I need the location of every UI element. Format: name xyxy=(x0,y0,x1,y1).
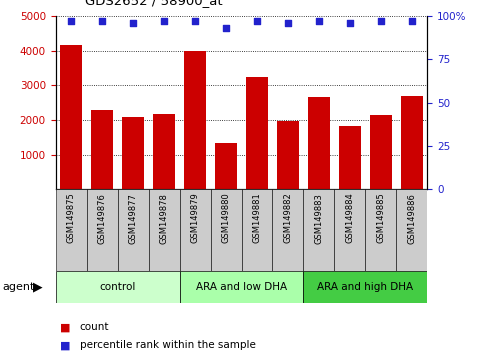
Text: GSM149875: GSM149875 xyxy=(67,193,75,244)
Bar xyxy=(153,114,175,189)
Text: ■: ■ xyxy=(60,322,71,332)
Point xyxy=(377,18,385,24)
Bar xyxy=(117,189,149,271)
Bar xyxy=(246,76,268,189)
Text: GSM149886: GSM149886 xyxy=(408,193,416,244)
Text: GSM149878: GSM149878 xyxy=(159,193,169,244)
Bar xyxy=(180,189,211,271)
Text: GSM149885: GSM149885 xyxy=(376,193,385,244)
Text: ARA and high DHA: ARA and high DHA xyxy=(317,282,413,292)
Point xyxy=(408,18,416,24)
Text: GSM149882: GSM149882 xyxy=(284,193,293,244)
Text: GSM149876: GSM149876 xyxy=(98,193,107,244)
Point xyxy=(222,25,230,31)
Text: ■: ■ xyxy=(60,340,71,350)
Point xyxy=(346,20,354,26)
Point xyxy=(284,20,292,26)
Text: ▶: ▶ xyxy=(33,280,43,293)
Bar xyxy=(370,115,392,189)
Bar xyxy=(122,116,144,189)
Text: percentile rank within the sample: percentile rank within the sample xyxy=(80,340,256,350)
Point xyxy=(67,18,75,24)
Text: GSM149883: GSM149883 xyxy=(314,193,324,244)
Bar xyxy=(277,121,299,189)
Bar xyxy=(91,110,113,189)
Bar xyxy=(60,45,82,189)
Bar xyxy=(308,97,330,189)
Bar xyxy=(56,189,86,271)
Text: GSM149879: GSM149879 xyxy=(190,193,199,244)
Text: GSM149877: GSM149877 xyxy=(128,193,138,244)
Bar xyxy=(334,189,366,271)
Bar xyxy=(366,189,397,271)
Bar xyxy=(86,189,117,271)
Bar xyxy=(303,189,334,271)
Point xyxy=(315,18,323,24)
Bar xyxy=(401,96,423,189)
Point xyxy=(129,20,137,26)
Text: ARA and low DHA: ARA and low DHA xyxy=(196,282,287,292)
Bar xyxy=(56,271,180,303)
Bar xyxy=(339,126,361,189)
Bar xyxy=(303,271,427,303)
Text: agent: agent xyxy=(2,282,34,292)
Point xyxy=(160,18,168,24)
Text: GSM149880: GSM149880 xyxy=(222,193,230,244)
Point xyxy=(253,18,261,24)
Bar xyxy=(184,51,206,189)
Text: control: control xyxy=(99,282,136,292)
Bar xyxy=(211,189,242,271)
Bar xyxy=(272,189,303,271)
Text: GSM149881: GSM149881 xyxy=(253,193,261,244)
Bar xyxy=(180,271,303,303)
Bar xyxy=(397,189,427,271)
Text: GDS2652 / 58900_at: GDS2652 / 58900_at xyxy=(85,0,222,7)
Bar xyxy=(149,189,180,271)
Bar xyxy=(242,189,272,271)
Text: count: count xyxy=(80,322,109,332)
Point xyxy=(98,18,106,24)
Bar xyxy=(215,143,237,189)
Point xyxy=(191,18,199,24)
Text: GSM149884: GSM149884 xyxy=(345,193,355,244)
